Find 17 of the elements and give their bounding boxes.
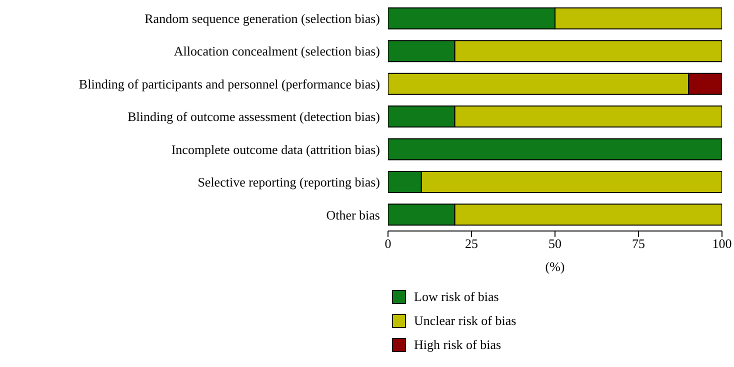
x-tick-label: 0	[384, 236, 392, 252]
y-tick-label: Incomplete outcome data (attrition bias)	[171, 142, 380, 157]
x-tick-label: 75	[632, 236, 645, 252]
x-axis-title: (%)	[545, 259, 565, 274]
x-tick-label: 25	[465, 236, 478, 252]
legend-label: Unclear risk of bias	[414, 313, 516, 329]
y-tick-label: Blinding of participants and personnel (performance bias)	[78, 76, 380, 92]
x-tick-label: 50	[548, 236, 562, 252]
legend-label: Low risk of bias	[414, 289, 499, 305]
legend-label: High risk of bias	[414, 337, 502, 353]
y-tick-label: Allocation concealment (selection bias)	[174, 44, 380, 59]
y-tick-label: Blinding of outcome assessment (detection bias)	[128, 109, 380, 124]
y-tick-label: Other bias	[326, 207, 380, 222]
y-tick-label: Selective reporting (reporting bias)	[198, 174, 380, 190]
x-tick-label: 100	[712, 236, 732, 252]
bar	[388, 138, 722, 160]
y-tick-label: Random sequence generation (selection bias)	[144, 10, 380, 26]
